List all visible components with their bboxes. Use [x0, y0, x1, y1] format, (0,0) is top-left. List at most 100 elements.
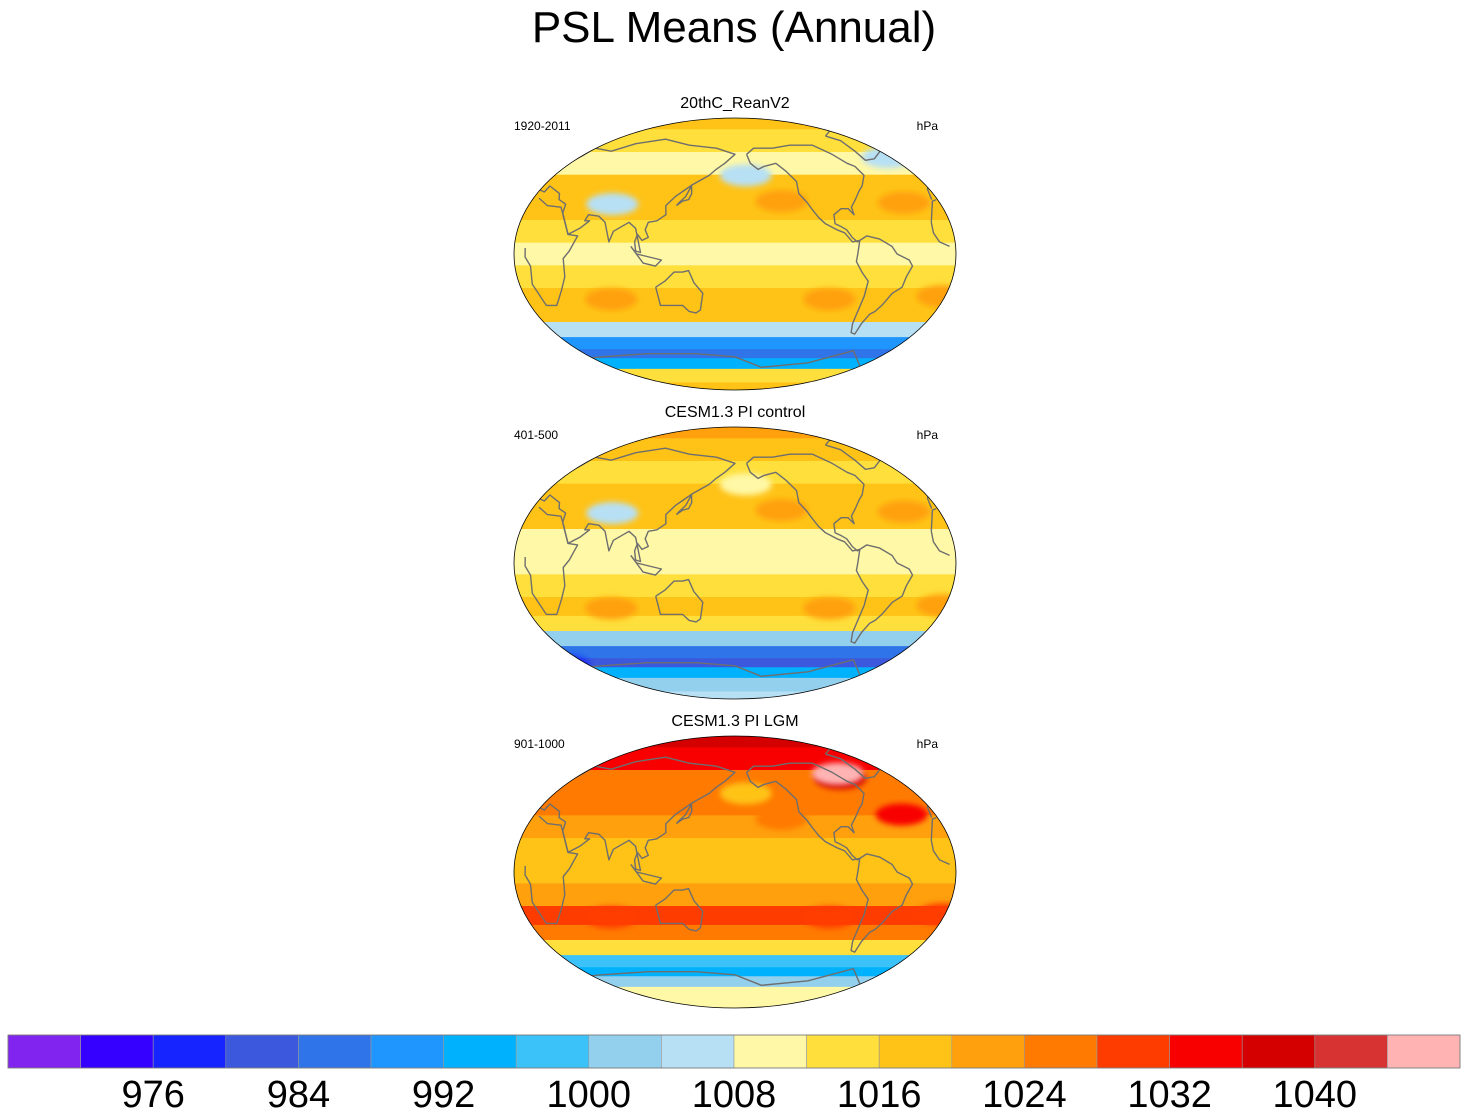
panel-period-label: 401-500 [514, 428, 559, 442]
band-lat-45 [514, 174, 956, 198]
pressure-centre-antarctic-trough-minimum [537, 654, 590, 677]
band-lat--80 [514, 368, 956, 383]
colorbar-swatch [1096, 1034, 1170, 1069]
figure-title: PSL Means (Annual) [531, 3, 937, 52]
coastline [675, 803, 693, 825]
coastline [524, 197, 950, 307]
pressure-centre-south-pacific-high [803, 906, 856, 929]
panel-title: CESM1.3 PI control [664, 404, 806, 421]
band-lat-90 [514, 118, 956, 130]
colorbar: 976 984 992 1000 1008 1016 1024 1032 1040 [7, 1034, 1461, 1116]
band-lat-0 [514, 551, 956, 575]
coastline [524, 815, 950, 925]
coastline [850, 853, 914, 953]
map-border [513, 735, 957, 1009]
coastline [630, 863, 663, 885]
band-lat--30 [514, 597, 956, 617]
band-lat--60 [514, 646, 956, 659]
panel-period-label: 901-1000 [514, 737, 565, 751]
band-lat-45 [514, 792, 956, 816]
band-lat-45 [514, 483, 956, 507]
coastline [745, 144, 865, 243]
map-panel-reanalysis: 20thC_ReanV2 1920-2011 hPa [510, 94, 960, 394]
colorbar-tick-label: 1024 [982, 1074, 1067, 1116]
colorbar-swatch [1024, 1034, 1098, 1069]
band-lat--80 [514, 986, 956, 1001]
colorbar-swatch [80, 1034, 154, 1069]
band-lat-90 [514, 427, 956, 439]
band-lat--90 [514, 382, 956, 390]
band-lat--50 [514, 631, 956, 647]
coastline [655, 887, 704, 932]
panel-title: CESM1.3 PI LGM [671, 713, 799, 730]
band-lat-15 [514, 838, 956, 862]
band-lat--72 [514, 667, 956, 679]
band-lat--30 [514, 906, 956, 926]
colorbar-swatch [370, 1034, 444, 1069]
panel-title: 20thC_ReanV2 [680, 95, 790, 112]
colorbar-swatch [878, 1034, 953, 1069]
colorbar-tick-label: 984 [267, 1074, 330, 1116]
psl-map-20thc-reanv2 [513, 117, 957, 391]
colorbar-outline [7, 1034, 1461, 1069]
colorbar-swatch [1314, 1034, 1388, 1069]
band-lat--60 [514, 955, 956, 968]
map-field [514, 118, 956, 390]
map-field [514, 427, 956, 699]
band-lat-60 [514, 152, 956, 176]
psl-map-cesm-lgm [513, 735, 957, 1009]
coastline [655, 269, 704, 314]
pressure-centre-north-pacific-high [755, 190, 808, 213]
coastline [675, 185, 693, 207]
panel-units-label: hPa [916, 428, 938, 442]
pressure-centre-north-pacific-high [755, 499, 808, 522]
colorbar-tick-label: 1032 [1127, 1074, 1212, 1116]
colorbar-swatch [1241, 1034, 1316, 1069]
colorbar-swatch [443, 1034, 517, 1069]
band-lat--66 [514, 349, 956, 359]
colorbar-swatch [298, 1034, 372, 1069]
band-lat-0 [514, 242, 956, 266]
band-lat--80 [514, 677, 956, 692]
band-lat--15 [514, 574, 956, 598]
colorbar-swatch [152, 1034, 227, 1069]
pressure-centre-aleutian-low [719, 164, 772, 187]
map-border [513, 426, 957, 700]
pressure-centre-azores-high [877, 500, 930, 523]
coastline [655, 578, 704, 623]
pressure-centre-south-pacific-high [803, 288, 856, 311]
coastline [524, 506, 950, 616]
band-lat-15 [514, 529, 956, 553]
colorbar-swatch [7, 1034, 81, 1069]
band-lat--50 [514, 940, 956, 956]
colorbar-swatch [733, 1034, 807, 1069]
band-lat--40 [514, 306, 956, 323]
map-field [514, 736, 956, 1008]
pressure-centre-indian-ocean-high [585, 288, 638, 311]
panel-units-label: hPa [916, 737, 938, 751]
map-border [513, 117, 957, 391]
coastline [630, 554, 663, 576]
band-lat--15 [514, 265, 956, 289]
colorbar-swatch [951, 1034, 1025, 1069]
band-lat-75 [514, 747, 956, 771]
coastline [675, 494, 693, 516]
pressure-centre-indian-ocean-high [585, 906, 638, 929]
coastline [850, 544, 914, 644]
pressure-centre-asian-low [586, 502, 639, 525]
band-lat-75 [514, 129, 956, 153]
colorbar-tick-label: 1040 [1273, 1074, 1358, 1116]
pressure-centre-azores-high [877, 191, 930, 214]
pressure-centre-aleutian-low [719, 473, 772, 496]
colorbar-tick-label: 992 [412, 1074, 475, 1116]
pressure-centre-indian-ocean-high [585, 597, 638, 620]
band-lat--40 [514, 924, 956, 941]
colorbar-tick-label: 1000 [547, 1074, 632, 1116]
colorbar-tick-label: 976 [121, 1074, 184, 1116]
band-lat-75 [514, 438, 956, 462]
colorbar-swatch [1169, 1034, 1243, 1069]
band-lat--15 [514, 883, 956, 907]
pressure-centre-azores-high [875, 803, 928, 826]
colorbar-swatch [588, 1034, 662, 1069]
band-lat-15 [514, 220, 956, 244]
